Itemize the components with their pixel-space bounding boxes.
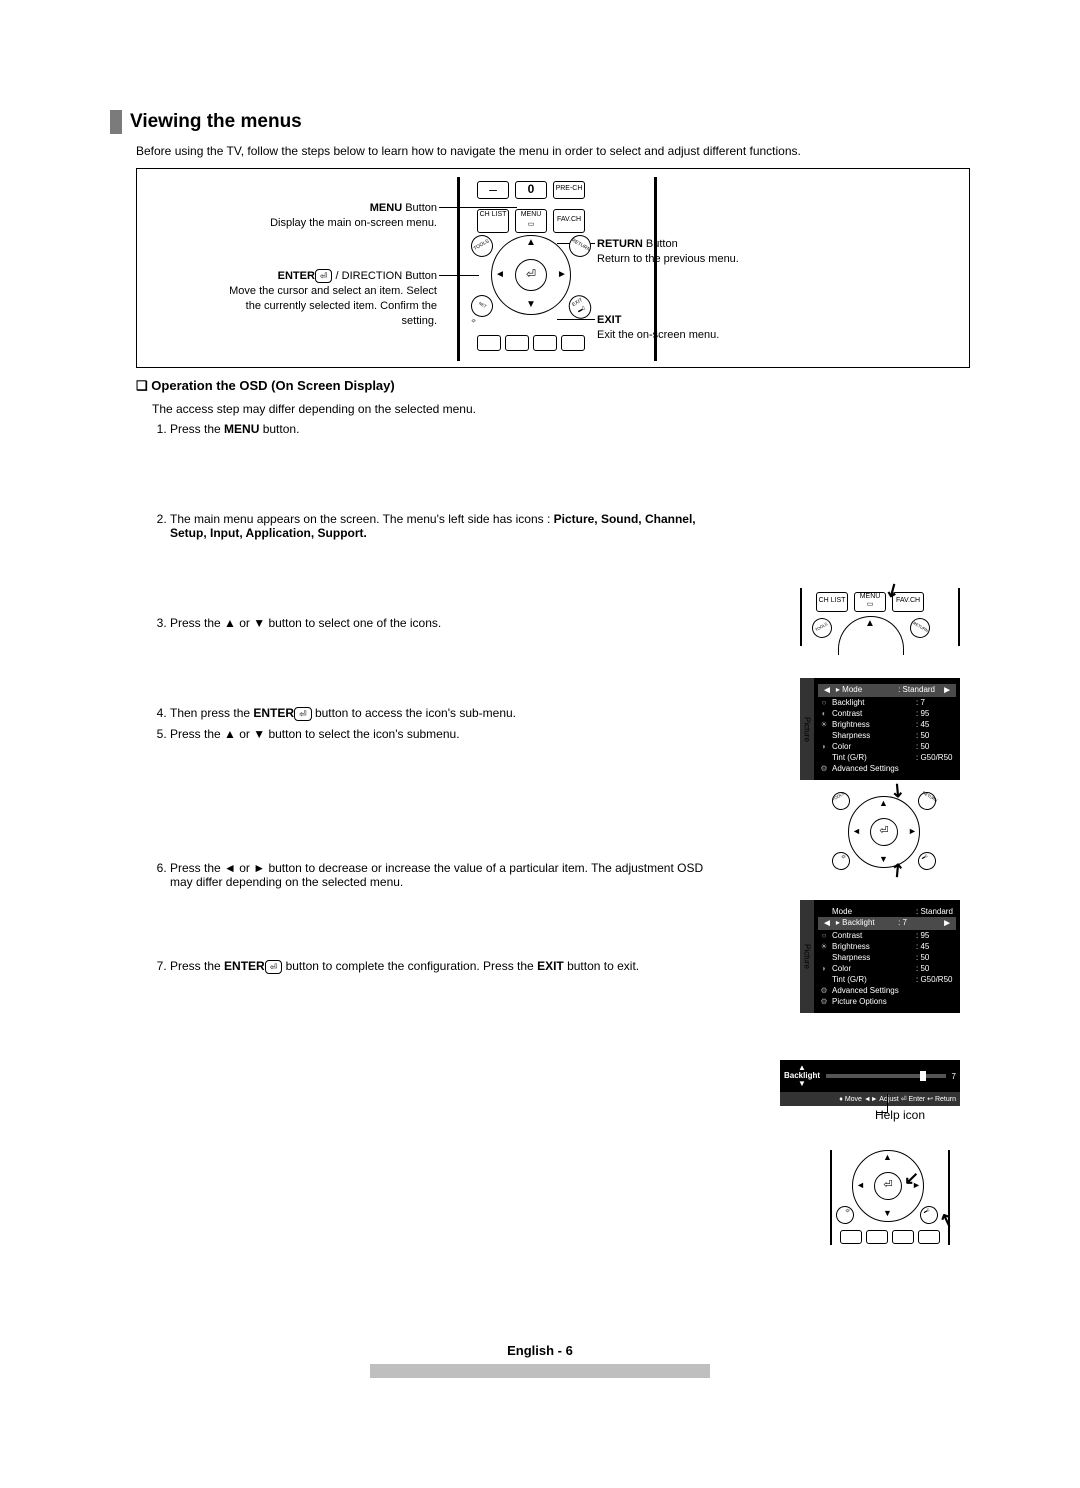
thumb-osd-2: Picture Mode: Standard ◄▸ Backlight: 7► … (800, 900, 960, 1013)
thumb-remote-mid: ⏎ ▲ ▼ ◄ ► TOOLS RETURN @ ▬▯ ↖ ↙ (830, 790, 950, 880)
remote-minus-button: – (477, 181, 509, 199)
menu-button-desc: Display the main on-screen menu. (270, 217, 437, 229)
cursor-right-icon: ► (938, 685, 956, 696)
dpad-down-icon: ▼ (526, 299, 536, 310)
section-title-wrap: Viewing the menus (110, 110, 970, 134)
enter-button-desc-3: setting. (402, 315, 437, 327)
remote-prech-button: PRE-CH (553, 181, 585, 199)
bot-colour-button (866, 1230, 888, 1244)
cursor-right-icon: ► (938, 918, 956, 929)
mid-down-icon: ▼ (879, 854, 888, 864)
thumb-return: RETURN (906, 614, 933, 641)
mid-return: RETURN (915, 789, 940, 814)
enter-button-desc-1: Move the cursor and select an item. Sele… (229, 285, 437, 297)
thumb-remote-top: CH LIST MENU▭ FAV.CH TOOLS RETURN ▲ ↙ (800, 588, 960, 646)
osd2-side: Picture (800, 900, 814, 1013)
menu-button-title: MENU (370, 202, 402, 214)
bot-arrow-enter: ↙ (904, 1168, 919, 1189)
thumb-dpad-up: ▲ (865, 618, 875, 629)
enter-dir-suffix: / DIRECTION Button (332, 270, 437, 282)
bot-left-icon: ◄ (856, 1180, 865, 1190)
cursor-left-icon: ◄ (818, 918, 836, 929)
enter-icon: ⏎ (265, 960, 283, 974)
thumb-remote-bottom: ⏎ ▲ ▼ ◄ ► @ ▬▯ ↙ ↖ (830, 1150, 950, 1245)
intro-text: Before using the TV, follow the steps be… (136, 144, 970, 158)
bot-colour-button (840, 1230, 862, 1244)
footer-bar (370, 1364, 710, 1378)
bot-enter-button: ⏎ (874, 1172, 902, 1200)
thumb-osd-1: Picture ◄▸ Mode: Standard► ○Backlight: 7… (800, 678, 960, 780)
enter-button-desc-2: the currently selected item. Confirm the (246, 300, 437, 312)
bot-arrow-exit: ↖ (936, 1208, 957, 1233)
subsection-title: Operation the OSD (On Screen Display) (136, 378, 970, 394)
slider-bar (826, 1074, 946, 1078)
mid-exit: ▬▯ (915, 849, 940, 874)
subsection-note: The access step may differ depending on … (152, 402, 970, 416)
remote-colour-button (533, 335, 557, 351)
bot-colour-button (892, 1230, 914, 1244)
mid-tools: TOOLS (829, 789, 854, 814)
remote-colour-button (477, 335, 501, 351)
remote-colour-button (561, 335, 585, 351)
remote-menu-button: MENU▭ (515, 209, 547, 233)
osd2-body: Mode: Standard ◄▸ Backlight: 7► ○Contras… (814, 900, 960, 1013)
mid-up-icon: ▲ (879, 798, 888, 808)
remote-diagram-box: MENU Button Display the main on-screen m… (136, 168, 970, 368)
remote-colour-button (505, 335, 529, 351)
slider-down-icon: ▼ (798, 1079, 806, 1088)
remote-zero-button: 0 (515, 181, 547, 199)
mid-internet: @ (829, 849, 854, 874)
bot-colour-button (918, 1230, 940, 1244)
dpad-up-icon: ▲ (526, 237, 536, 248)
page-footer: English - 6 (0, 1343, 1080, 1378)
section-title-accent-bar (110, 110, 122, 134)
thumb-menu: MENU▭ (854, 592, 886, 612)
step-1: Press the MENU button. (170, 422, 970, 512)
mid-left-icon: ◄ (852, 826, 861, 836)
remote-chlist-button: CH LIST (477, 209, 509, 233)
osd1-side: Picture (800, 678, 814, 780)
section-title: Viewing the menus (130, 110, 302, 134)
remote-illustration: – 0 PRE-CH CH LIST MENU▭ FAV.CH ⏎ ▲ ▼ ◄ … (457, 177, 657, 361)
remote-favch-button: FAV.CH (553, 209, 585, 233)
mid-enter-button: ⏎ (870, 818, 898, 846)
thumb-chlist: CH LIST (816, 592, 848, 612)
thumb-slider: ▲ Backlight ▼ 7 ♦ Move ◄► Adjust ⏎ Enter… (780, 1060, 960, 1106)
dpad-left-icon: ◄ (495, 269, 505, 280)
slider-help-bar: ♦ Move ◄► Adjust ⏎ Enter ↩ Return (780, 1092, 960, 1106)
help-icon-label: Help icon (875, 1108, 925, 1122)
thumb-tools: TOOLS (808, 614, 835, 641)
enter-icon: ⏎ (315, 269, 333, 283)
mid-right-icon: ► (908, 826, 917, 836)
cursor-left-icon: ◄ (818, 685, 836, 696)
remote-enter-button: ⏎ (515, 259, 547, 291)
enter-button-title: ENTER (278, 270, 315, 282)
bot-internet: @ (833, 1203, 858, 1228)
osd1-body: ◄▸ Mode: Standard► ○Backlight: 7 ◐Contra… (814, 678, 960, 780)
dpad-right-icon: ► (557, 269, 567, 280)
enter-icon: ⏎ (294, 707, 312, 721)
footer-text: English - 6 (507, 1343, 573, 1358)
bot-down-icon: ▼ (883, 1208, 892, 1218)
menu-button-suffix: Button (402, 202, 437, 214)
slider-knob (920, 1071, 926, 1081)
bot-up-icon: ▲ (883, 1152, 892, 1162)
slider-value: 7 (952, 1072, 956, 1081)
